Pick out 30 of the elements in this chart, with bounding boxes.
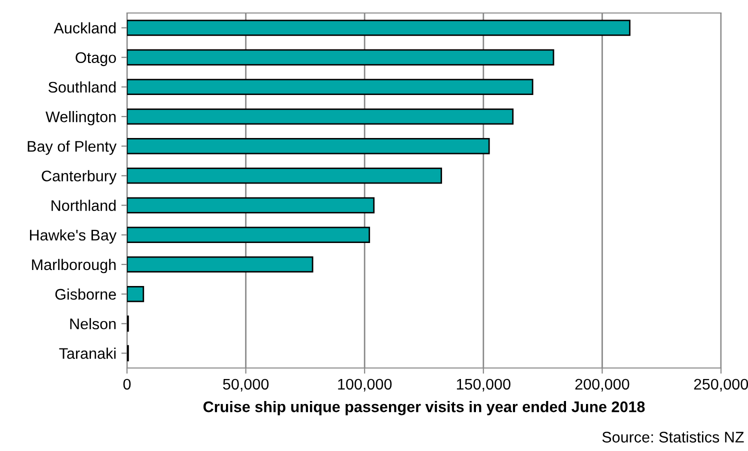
bar [127, 286, 144, 302]
bar [127, 256, 314, 273]
x-tick-label: 100,000 [338, 378, 392, 392]
x-tick-label: 250,000 [694, 378, 748, 392]
bar [127, 49, 554, 66]
y-tick-label: Southland [48, 81, 116, 93]
source-note: Source: Statistics NZ [602, 431, 744, 443]
y-tick-label: Auckland [54, 22, 116, 34]
bar [127, 168, 442, 184]
bar [127, 226, 370, 243]
y-tick-label: Gisborne [55, 288, 116, 300]
y-tick-label: Bay of Plenty [28, 140, 117, 155]
x-axis-title: Cruise ship unique passenger visits in year ended June 2018 [203, 400, 645, 416]
bar [127, 20, 630, 36]
x-tick-label: 150,000 [456, 378, 510, 392]
y-tick-label: Marlborough [32, 258, 116, 274]
y-tick-label: Canterbury [42, 170, 117, 184]
bar [127, 138, 490, 154]
y-tick-label: Otago [76, 52, 116, 66]
y-tick-label: Taranaki [59, 348, 116, 359]
x-tick-label: 200,000 [575, 378, 630, 392]
y-tick-label: Northland [52, 200, 116, 211]
bar [127, 197, 375, 214]
y-tick-label: Wellington [46, 111, 116, 126]
bar [127, 108, 514, 125]
y-tick-label: Hawke's Bay [30, 229, 117, 244]
y-tick-label: Nelson [70, 318, 116, 330]
x-tick-label: 50,000 [223, 378, 269, 392]
bar [127, 78, 534, 96]
x-tick-label: 0 [123, 378, 131, 390]
